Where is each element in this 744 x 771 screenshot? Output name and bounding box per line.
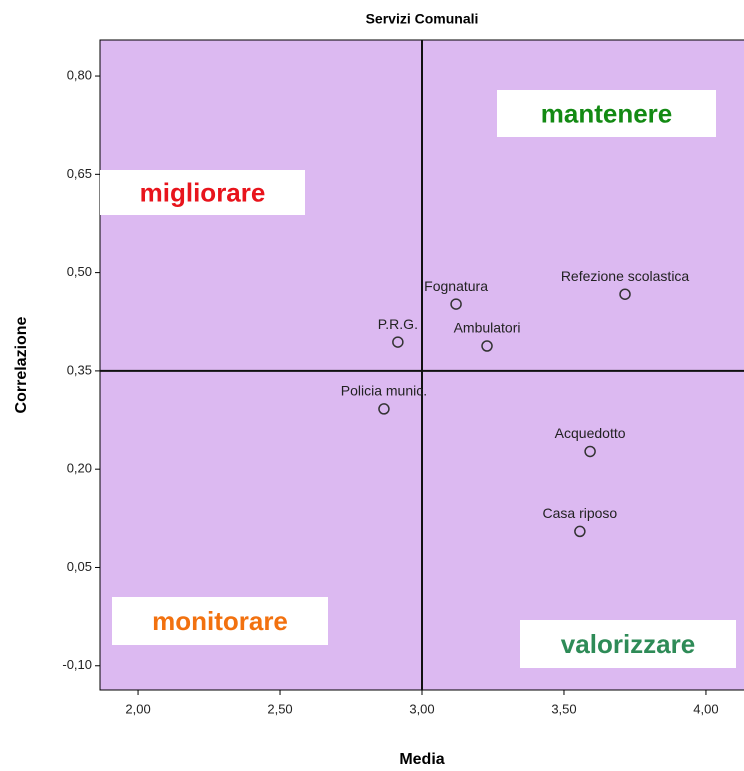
point (574, 525, 586, 538)
quadrant-label: mantenere (541, 98, 673, 128)
point (392, 336, 404, 348)
quadrant-box (520, 620, 736, 668)
x-tick-label: 4,00 (693, 701, 718, 716)
quadrant-box (497, 90, 716, 137)
x-tick-label: 3,50 (551, 701, 576, 716)
y-axis-label: Correlazione (13, 316, 30, 413)
point-label: Ambulatori (454, 320, 521, 336)
point-label: Casa riposo (543, 505, 618, 521)
point (378, 403, 390, 415)
quadrant-label: valorizzare (561, 629, 695, 659)
quadrant-box (100, 170, 305, 215)
chart-title: Servizi Comunali (366, 11, 479, 27)
x-tick-label: 3,00 (409, 701, 434, 716)
x-tick-label: 2,00 (125, 701, 150, 716)
point-label: P.R.G. (378, 316, 418, 332)
point-label: Refezione scolastica (561, 268, 690, 284)
y-tick-label: 0,20 (67, 461, 92, 476)
y-tick-label: -0,10 (62, 657, 92, 672)
point-label: Fognatura (424, 278, 488, 294)
point (450, 298, 462, 310)
x-tick-label: 2,50 (267, 701, 292, 716)
y-tick-label: 0,05 (67, 559, 92, 574)
y-tick-label: 0,80 (67, 67, 92, 82)
quadrant-label: migliorare (140, 177, 266, 207)
y-tick-label: 0,50 (67, 264, 92, 279)
point-label: Policia munic. (341, 383, 427, 399)
quadrant-label: monitorare (152, 606, 288, 636)
y-tick-label: 0,35 (67, 362, 92, 377)
point (619, 288, 631, 300)
y-tick-label: 0,65 (67, 166, 92, 181)
x-axis-label: Media (399, 751, 444, 768)
point-label: Acquedotto (555, 425, 626, 441)
point (584, 445, 596, 458)
quadrant-box (112, 597, 328, 645)
point (481, 340, 493, 352)
